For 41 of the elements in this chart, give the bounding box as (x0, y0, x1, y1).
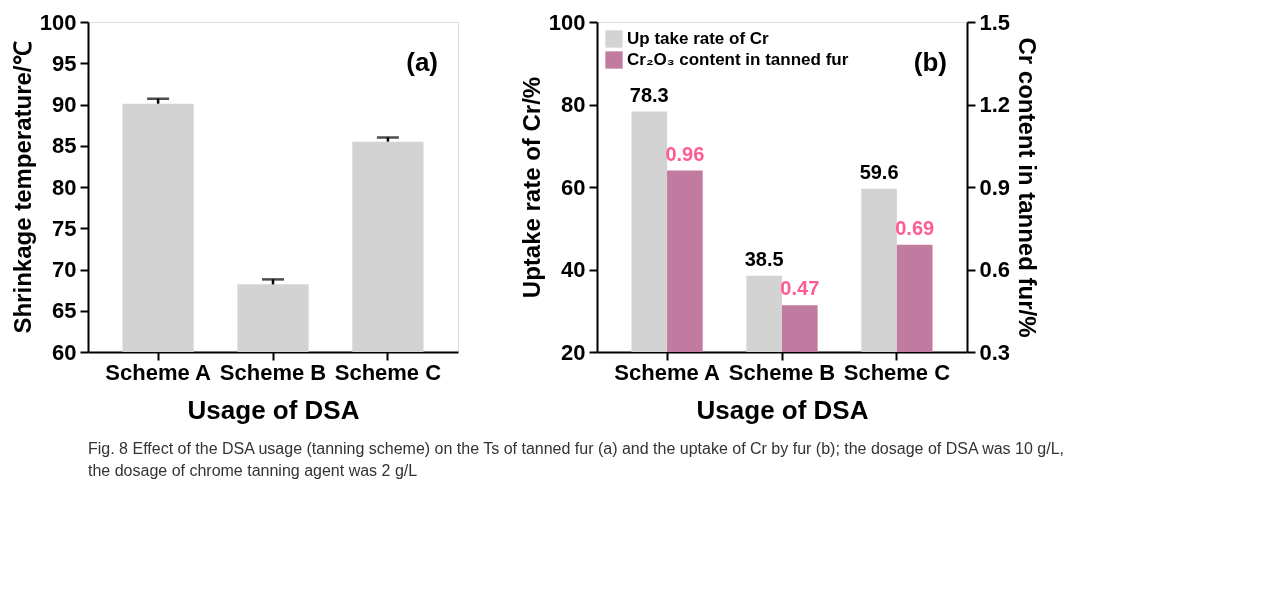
y-tick-label: 80 (561, 92, 586, 117)
x-axis-title: Usage of DSA (696, 394, 869, 425)
x-tick-label: Scheme B (219, 359, 327, 385)
y-tick-label: 95 (52, 50, 77, 76)
y-tick-label: 70 (52, 257, 77, 282)
y-tick-label: 60 (561, 174, 586, 200)
data-label: 0.47 (780, 277, 820, 300)
x-tick-label: Scheme C (843, 359, 951, 385)
data-label: 59.6 (859, 160, 899, 183)
y-tick-label: 100 (39, 9, 77, 35)
y2-axis-title: Cr content in tanned fur/% (1014, 37, 1042, 338)
y-tick-label: 20 (561, 339, 586, 365)
x-axis-title: Usage of DSA (187, 394, 360, 425)
x-tick-label: Scheme B (728, 359, 836, 385)
y-tick-label: 60 (52, 339, 77, 365)
x-tick-label: Scheme A (105, 359, 211, 385)
y2-tick-label: 0.3 (979, 339, 1011, 365)
y2-tick-label: 0.6 (979, 257, 1011, 282)
legend-label: Up take rate of Cr (627, 29, 770, 48)
y2-tick-label: 1.5 (979, 9, 1011, 35)
y-tick-label: 65 (52, 298, 77, 324)
y2-tick-label: 0.9 (979, 174, 1011, 200)
y-tick-label: 85 (52, 133, 77, 159)
y-axis-title: Shrinkage temperature/℃ (8, 41, 36, 334)
y-tick-label: 80 (52, 174, 77, 200)
annotation: (b) (913, 47, 947, 77)
legend-label: Cr₂O₃ content in tanned fur (627, 50, 849, 69)
caption: Fig. 8 Effect of the DSA usage (tanning scheme) on the Ts of tanned fur (a) and the uptake of Cr by fur (b); the dosage of DSA was 10 g/L, the dosage of chrome tanning agent was 2 g/L (88, 440, 1064, 479)
y-tick-label: 100 (548, 9, 586, 35)
x-tick-label: Scheme C (334, 359, 442, 385)
y-tick-label: 90 (52, 92, 77, 117)
data-label: 0.69 (895, 216, 935, 239)
data-label: 78.3 (629, 83, 669, 106)
y-tick-label: 75 (52, 215, 77, 241)
y-axis-title: Uptake rate of Cr/% (517, 76, 545, 299)
x-tick-label: Scheme A (614, 359, 720, 385)
annotation: (a) (406, 47, 438, 77)
y-tick-label: 40 (561, 257, 586, 282)
data-label: 38.5 (744, 247, 784, 270)
y2-tick-label: 1.2 (979, 92, 1011, 117)
data-label: 0.96 (665, 142, 705, 165)
